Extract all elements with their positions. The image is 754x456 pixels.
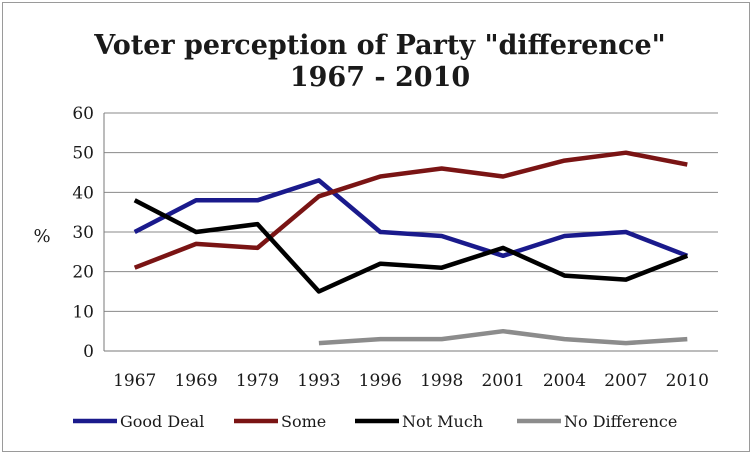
legend-label: Some [281, 412, 326, 431]
y-tick-labels: 0 10 20 30 40 50 60 [72, 104, 94, 362]
legend-item-good-deal: Good Deal [73, 412, 204, 431]
legend: Good Deal Some Not Much No Difference [73, 412, 677, 431]
y-tick-label: 20 [72, 263, 94, 283]
y-tick-label: 60 [72, 104, 94, 124]
series-line-not-much [133, 198, 689, 294]
x-tick-label: 2010 [666, 371, 709, 391]
y-tick-label: 50 [72, 144, 94, 164]
legend-label: Good Deal [120, 412, 204, 431]
y-axis-label: % [33, 226, 50, 247]
x-tick-label: 2001 [481, 371, 524, 391]
series-line-good-deal [133, 178, 689, 259]
series-line-no-difference [318, 328, 688, 346]
series-lines [133, 150, 689, 346]
x-tick-label: 1993 [297, 371, 340, 391]
y-tick-label: 30 [72, 223, 94, 243]
x-tick-label: 1967 [113, 371, 156, 391]
x-tick-label: 1979 [236, 371, 279, 391]
x-tick-label: 1998 [420, 371, 463, 391]
legend-label: Not Much [402, 412, 483, 431]
chart-title: Voter perception of Party "difference" [93, 30, 665, 61]
legend-item-some: Some [234, 412, 326, 431]
y-tick-label: 10 [72, 302, 94, 322]
legend-label: No Difference [564, 412, 677, 431]
y-tick-label: 40 [72, 183, 94, 203]
x-tick-labels: 1967 1969 1979 1993 1996 1998 2001 2004 2007 2010 [113, 371, 709, 391]
y-tick-label: 0 [83, 342, 94, 362]
legend-item-not-much: Not Much [355, 412, 483, 431]
x-tick-label: 2007 [604, 371, 647, 391]
chart-subtitle: 1967 - 2010 [290, 62, 470, 93]
series-line-some [133, 150, 688, 270]
x-tick-label: 1969 [174, 371, 217, 391]
x-tick-label: 2004 [543, 371, 586, 391]
x-tick-label: 1996 [359, 371, 402, 391]
legend-item-no-difference: No Difference [517, 412, 677, 431]
